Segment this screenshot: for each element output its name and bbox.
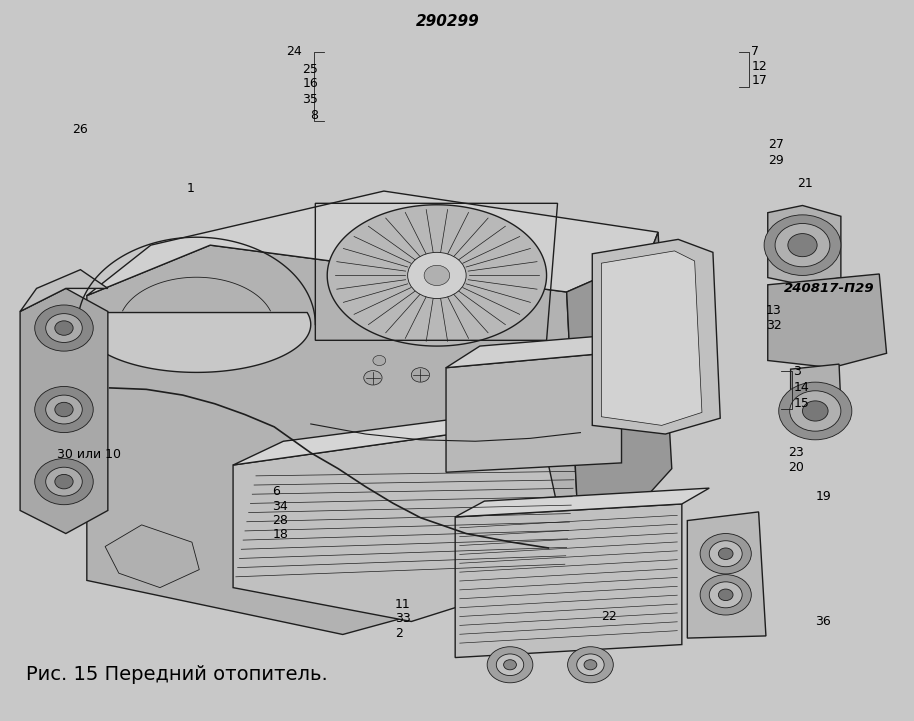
Circle shape xyxy=(46,467,82,496)
Polygon shape xyxy=(446,332,654,368)
Polygon shape xyxy=(20,270,108,311)
Text: Рис. 15 Передний отопитель.: Рис. 15 Передний отопитель. xyxy=(26,665,327,684)
Circle shape xyxy=(364,371,382,385)
Text: 13: 13 xyxy=(766,304,781,317)
Polygon shape xyxy=(105,525,199,588)
Text: 290299: 290299 xyxy=(416,14,480,29)
Polygon shape xyxy=(567,232,672,570)
Circle shape xyxy=(718,548,733,559)
Text: 18: 18 xyxy=(272,528,288,541)
Text: 240817-П29: 240817-П29 xyxy=(784,282,875,295)
Text: 6: 6 xyxy=(272,485,281,498)
Circle shape xyxy=(35,386,93,433)
Circle shape xyxy=(718,589,733,601)
Polygon shape xyxy=(233,422,571,622)
Text: 27: 27 xyxy=(768,138,783,151)
Text: 35: 35 xyxy=(303,93,318,106)
Circle shape xyxy=(373,355,386,366)
Circle shape xyxy=(700,534,751,574)
Circle shape xyxy=(46,395,82,424)
Polygon shape xyxy=(592,239,720,434)
Text: 19: 19 xyxy=(815,490,831,503)
Polygon shape xyxy=(455,488,709,517)
Circle shape xyxy=(788,234,817,257)
Text: 11: 11 xyxy=(395,598,410,611)
Circle shape xyxy=(408,252,466,298)
Polygon shape xyxy=(455,504,682,658)
Text: АВТОЗАПЧАСТИ.RU: АВТОЗАПЧАСТИ.RU xyxy=(228,347,539,374)
Polygon shape xyxy=(791,364,841,411)
Text: 2: 2 xyxy=(395,627,403,640)
Text: 36: 36 xyxy=(815,615,831,628)
Text: 21: 21 xyxy=(797,177,813,190)
Text: 28: 28 xyxy=(272,514,288,527)
Polygon shape xyxy=(768,205,841,285)
Text: 34: 34 xyxy=(272,500,288,513)
Text: 1: 1 xyxy=(186,182,194,195)
Circle shape xyxy=(700,575,751,615)
Circle shape xyxy=(764,215,841,275)
Circle shape xyxy=(568,647,613,683)
Circle shape xyxy=(709,582,742,608)
Polygon shape xyxy=(327,205,547,346)
Circle shape xyxy=(496,654,524,676)
Text: 7: 7 xyxy=(751,45,760,58)
Circle shape xyxy=(577,654,604,676)
Polygon shape xyxy=(87,245,580,634)
Circle shape xyxy=(35,305,93,351)
Text: 22: 22 xyxy=(601,610,617,623)
Circle shape xyxy=(802,401,828,421)
Circle shape xyxy=(584,660,597,670)
Text: 32: 32 xyxy=(766,319,781,332)
Text: 26: 26 xyxy=(72,123,89,136)
Polygon shape xyxy=(768,274,887,368)
Polygon shape xyxy=(233,402,583,465)
Text: 24: 24 xyxy=(286,45,302,58)
Text: 33: 33 xyxy=(395,612,410,625)
Circle shape xyxy=(35,459,93,505)
Text: 29: 29 xyxy=(768,154,783,167)
Polygon shape xyxy=(446,352,622,472)
Circle shape xyxy=(790,391,841,431)
Text: 30 или 10: 30 или 10 xyxy=(57,448,121,461)
Text: 25: 25 xyxy=(303,63,318,76)
Text: 14: 14 xyxy=(793,381,809,394)
Circle shape xyxy=(424,265,450,286)
Polygon shape xyxy=(87,191,658,296)
Text: 15: 15 xyxy=(793,397,809,410)
Text: 16: 16 xyxy=(303,77,318,90)
Polygon shape xyxy=(20,288,108,534)
Text: 8: 8 xyxy=(310,109,318,122)
Circle shape xyxy=(504,660,516,670)
Polygon shape xyxy=(601,251,702,425)
Circle shape xyxy=(775,224,830,267)
Circle shape xyxy=(411,368,430,382)
Circle shape xyxy=(46,314,82,342)
Circle shape xyxy=(779,382,852,440)
Circle shape xyxy=(487,647,533,683)
Polygon shape xyxy=(687,512,766,638)
Text: 3: 3 xyxy=(793,365,802,378)
Polygon shape xyxy=(82,312,311,372)
Text: 20: 20 xyxy=(788,461,803,474)
Text: 12: 12 xyxy=(751,60,767,73)
Circle shape xyxy=(709,541,742,567)
Circle shape xyxy=(55,321,73,335)
Circle shape xyxy=(55,474,73,489)
Circle shape xyxy=(55,402,73,417)
Text: 17: 17 xyxy=(751,74,767,87)
Text: 23: 23 xyxy=(788,446,803,459)
